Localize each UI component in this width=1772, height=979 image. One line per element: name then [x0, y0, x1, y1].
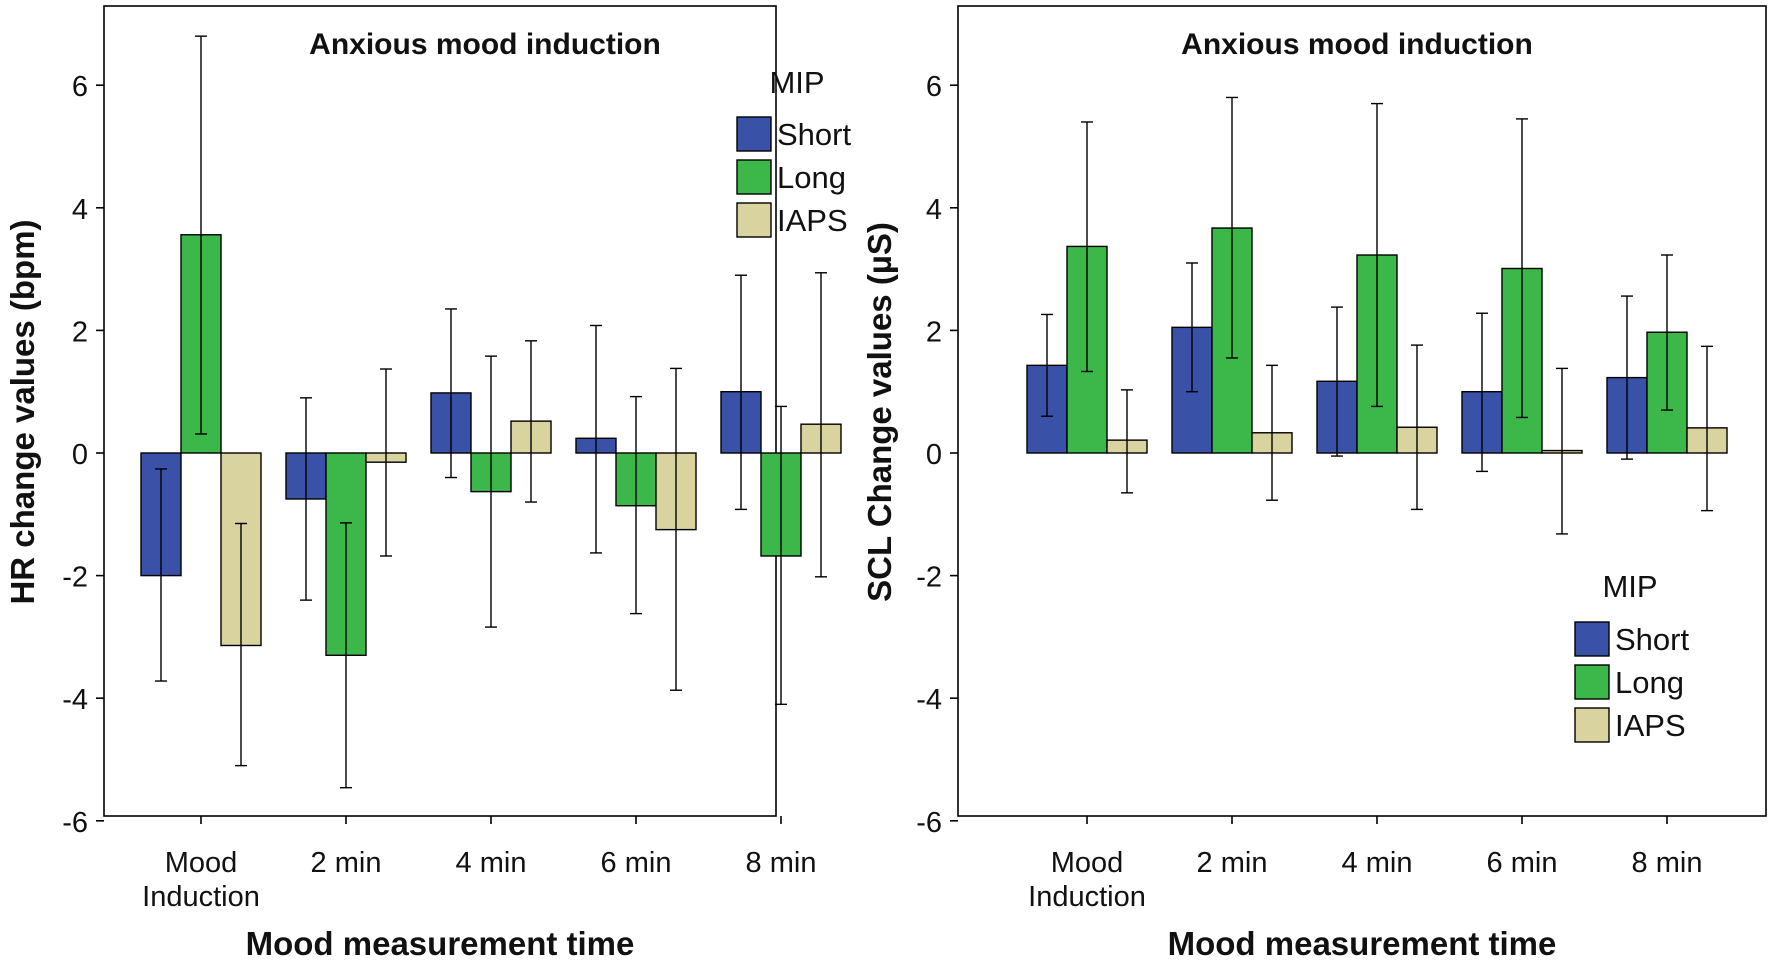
x-tick-label: 4 min: [1342, 847, 1413, 879]
legend-title: MIP: [769, 65, 824, 100]
y-tick-label: 2: [72, 316, 88, 348]
x-tick-label: Mood: [1051, 847, 1124, 879]
y-tick-label: 0: [926, 439, 942, 471]
x-tick-label: 2 min: [1197, 847, 1268, 879]
charts-canvas: 6420-2-4-6MoodInduction2 min 4 min 6 min 8 …: [0, 0, 1772, 974]
y-tick-label: -2: [916, 562, 942, 594]
x-axis-label: Mood measurement time: [1168, 925, 1557, 962]
legend-swatch-iaps: [1575, 708, 1609, 742]
x-tick-label: Induction: [142, 881, 260, 913]
y-tick-label: 0: [72, 439, 88, 471]
chart-title: Anxious mood induction: [309, 28, 661, 61]
x-tick-label: 8 min: [1632, 847, 1703, 879]
legend-label-iaps: IAPS: [1615, 708, 1686, 743]
y-tick-label: -2: [62, 562, 88, 594]
y-tick-label: 6: [72, 71, 88, 103]
legend-swatch-short: [737, 117, 771, 151]
legend-label-short: Short: [1615, 622, 1689, 657]
y-tick-label: -4: [62, 684, 88, 716]
legend-label-long: Long: [1615, 665, 1684, 700]
x-tick-label: 4 min: [456, 847, 527, 879]
figure: 6 4 2 0 -2 -4 -6 Mood Induction 2 min 4 min 6 min 8 …: [0, 0, 1772, 974]
x-tick-label: 6 min: [1487, 847, 1558, 879]
x-tick-label: Mood: [165, 847, 238, 879]
x-axis-label: Mood measurement time: [246, 925, 635, 962]
y-axis-label: SCL Change values (µS): [861, 222, 898, 602]
y-tick-label: -6: [62, 807, 88, 839]
x-tick-label: 8 min: [746, 847, 817, 879]
legend-swatch-long: [737, 160, 771, 194]
legend-title: MIP: [1602, 569, 1657, 604]
legend-swatch-long: [1575, 665, 1609, 699]
y-tick-label: 4: [926, 194, 942, 226]
x-tick-label: Induction: [1028, 881, 1146, 913]
y-tick-label: -6: [916, 807, 942, 839]
chart-title: Anxious mood induction: [1181, 28, 1533, 61]
y-axis-label: HR change values (bpm): [4, 219, 41, 604]
y-tick-label: -4: [916, 684, 942, 716]
y-tick-label: 6: [926, 71, 942, 103]
y-tick-label: 4: [72, 194, 88, 226]
x-tick-label: 2 min: [311, 847, 382, 879]
legend-label-iaps: IAPS: [777, 203, 848, 238]
legend-label-short: Short: [777, 117, 851, 152]
legend-swatch-short: [1575, 622, 1609, 656]
x-tick-label: 6 min: [601, 847, 672, 879]
legend-swatch-iaps: [737, 203, 771, 237]
legend-label-long: Long: [777, 160, 846, 195]
y-tick-label: 2: [926, 316, 942, 348]
